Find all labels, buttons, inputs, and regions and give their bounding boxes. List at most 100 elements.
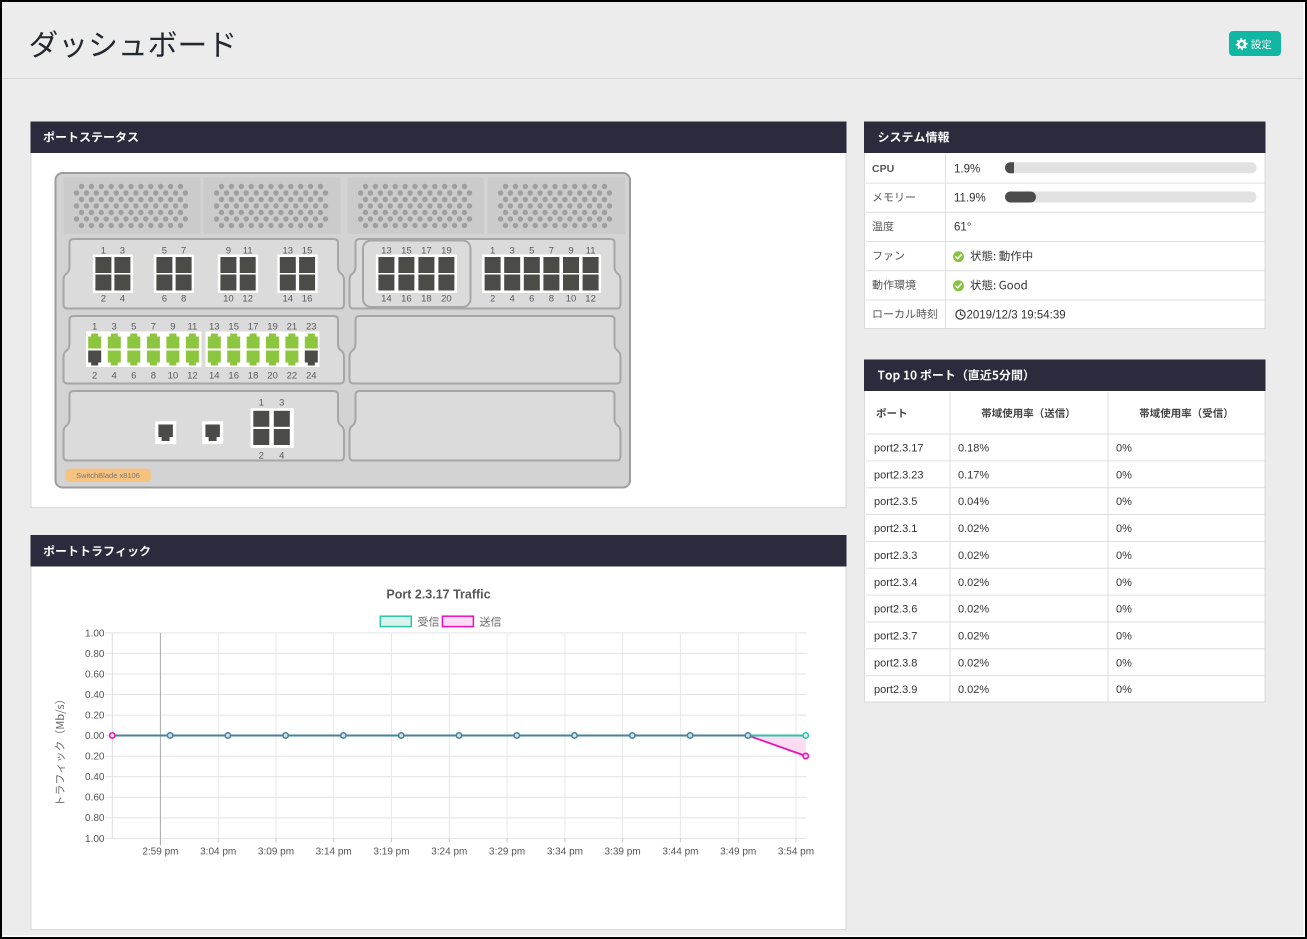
- svg-text:0.18%: 0.18%: [958, 443, 989, 455]
- svg-text:13: 13: [283, 246, 294, 257]
- svg-text:10: 10: [168, 371, 179, 382]
- svg-text:0.02%: 0.02%: [958, 550, 989, 562]
- svg-text:SwitchBlade x8106: SwitchBlade x8106: [76, 471, 140, 480]
- svg-text:3:39 pm: 3:39 pm: [605, 847, 641, 858]
- svg-text:10: 10: [223, 294, 234, 305]
- svg-text:8: 8: [549, 294, 554, 305]
- svg-text:3:09 pm: 3:09 pm: [258, 847, 294, 858]
- svg-text:3:49 pm: 3:49 pm: [720, 847, 756, 858]
- svg-text:2:59 pm: 2:59 pm: [142, 847, 178, 858]
- svg-text:12: 12: [242, 294, 253, 305]
- svg-text:5: 5: [131, 322, 136, 333]
- svg-text:16: 16: [302, 294, 313, 305]
- svg-text:3:14 pm: 3:14 pm: [316, 847, 352, 858]
- svg-text:0.04%: 0.04%: [958, 496, 989, 508]
- svg-text:18: 18: [248, 371, 259, 382]
- svg-text:23: 23: [306, 322, 317, 333]
- svg-text:2: 2: [259, 451, 264, 462]
- svg-text:0%: 0%: [1116, 631, 1132, 643]
- svg-text:2019/12/3 19:54:39: 2019/12/3 19:54:39: [967, 310, 1066, 322]
- svg-text:3:24 pm: 3:24 pm: [431, 847, 467, 858]
- svg-text:0.80: 0.80: [85, 649, 105, 660]
- svg-text:7: 7: [549, 246, 554, 257]
- svg-text:21: 21: [287, 322, 298, 333]
- svg-text:7: 7: [151, 322, 156, 333]
- svg-text:2: 2: [490, 294, 495, 305]
- svg-text:9: 9: [170, 322, 175, 333]
- svg-text:18: 18: [421, 294, 432, 305]
- svg-text:0.00: 0.00: [85, 731, 105, 742]
- svg-text:0%: 0%: [1116, 604, 1132, 616]
- svg-text:10: 10: [566, 294, 577, 305]
- svg-text:14: 14: [283, 294, 294, 305]
- svg-text:1: 1: [490, 246, 495, 257]
- svg-text:Port 2.3.17 Traffic: Port 2.3.17 Traffic: [386, 588, 490, 602]
- svg-text:2: 2: [92, 371, 97, 382]
- svg-text:16: 16: [228, 371, 239, 382]
- svg-text:12: 12: [585, 294, 596, 305]
- svg-text:61°: 61°: [954, 222, 971, 234]
- svg-text:0%: 0%: [1116, 577, 1132, 589]
- svg-text:0%: 0%: [1116, 550, 1132, 562]
- svg-text:20: 20: [267, 371, 278, 382]
- svg-text:15: 15: [228, 322, 239, 333]
- svg-text:0%: 0%: [1116, 684, 1132, 696]
- svg-text:port2.3.5: port2.3.5: [874, 496, 917, 508]
- svg-text:0%: 0%: [1116, 523, 1132, 535]
- svg-text:19: 19: [267, 322, 278, 333]
- svg-text:3:29 pm: 3:29 pm: [489, 847, 525, 858]
- svg-text:17: 17: [248, 322, 259, 333]
- svg-text:5: 5: [529, 246, 534, 257]
- svg-text:16: 16: [401, 294, 412, 305]
- svg-text:6: 6: [162, 294, 167, 305]
- svg-text:13: 13: [209, 322, 220, 333]
- svg-text:7: 7: [181, 246, 186, 257]
- svg-text:1: 1: [259, 398, 264, 409]
- svg-text:11: 11: [187, 322, 197, 333]
- svg-text:8: 8: [151, 371, 156, 382]
- svg-text:3:44 pm: 3:44 pm: [662, 847, 698, 858]
- svg-text:0.02%: 0.02%: [958, 657, 989, 669]
- svg-text:0%: 0%: [1116, 443, 1132, 455]
- svg-text:port2.3.3: port2.3.3: [874, 550, 917, 562]
- svg-text:3:54 pm: 3:54 pm: [778, 847, 814, 858]
- svg-text:11.9%: 11.9%: [954, 193, 986, 205]
- svg-text:12: 12: [187, 371, 198, 382]
- svg-text:port2.3.17: port2.3.17: [874, 443, 924, 455]
- svg-text:0%: 0%: [1116, 469, 1132, 481]
- svg-text:3:34 pm: 3:34 pm: [547, 847, 583, 858]
- svg-text:15: 15: [401, 246, 412, 257]
- svg-text:0.40: 0.40: [85, 690, 105, 701]
- svg-text:0.02%: 0.02%: [958, 684, 989, 696]
- svg-text:14: 14: [209, 371, 220, 382]
- svg-text:0.02%: 0.02%: [958, 604, 989, 616]
- svg-text:0.20: 0.20: [85, 711, 105, 722]
- svg-text:11: 11: [586, 246, 596, 257]
- svg-text:8: 8: [181, 294, 186, 305]
- svg-text:24: 24: [306, 371, 317, 382]
- svg-text:port2.3.9: port2.3.9: [874, 684, 917, 696]
- svg-text:0.17%: 0.17%: [958, 469, 989, 481]
- svg-text:3: 3: [510, 246, 515, 257]
- svg-text:port2.3.6: port2.3.6: [874, 604, 917, 616]
- svg-text:19: 19: [441, 246, 452, 257]
- svg-text:0%: 0%: [1116, 496, 1132, 508]
- svg-text:3:19 pm: 3:19 pm: [373, 847, 409, 858]
- svg-text:6: 6: [529, 294, 534, 305]
- svg-text:22: 22: [287, 371, 298, 382]
- svg-text:0.02%: 0.02%: [958, 577, 989, 589]
- svg-text:CPU: CPU: [872, 163, 894, 175]
- svg-text:port2.3.7: port2.3.7: [874, 631, 917, 643]
- svg-text:0.02%: 0.02%: [958, 523, 989, 535]
- svg-text:4: 4: [510, 294, 515, 305]
- svg-text:0.60: 0.60: [85, 793, 105, 804]
- svg-text:3: 3: [120, 246, 125, 257]
- svg-text:1: 1: [101, 246, 106, 257]
- svg-text:port2.3.4: port2.3.4: [874, 577, 917, 589]
- svg-text:14: 14: [381, 294, 392, 305]
- svg-text:1.9%: 1.9%: [954, 163, 980, 175]
- svg-text:0.60: 0.60: [85, 669, 105, 680]
- svg-text:5: 5: [162, 246, 167, 257]
- svg-text:1.00: 1.00: [85, 834, 105, 845]
- svg-text:4: 4: [279, 451, 284, 462]
